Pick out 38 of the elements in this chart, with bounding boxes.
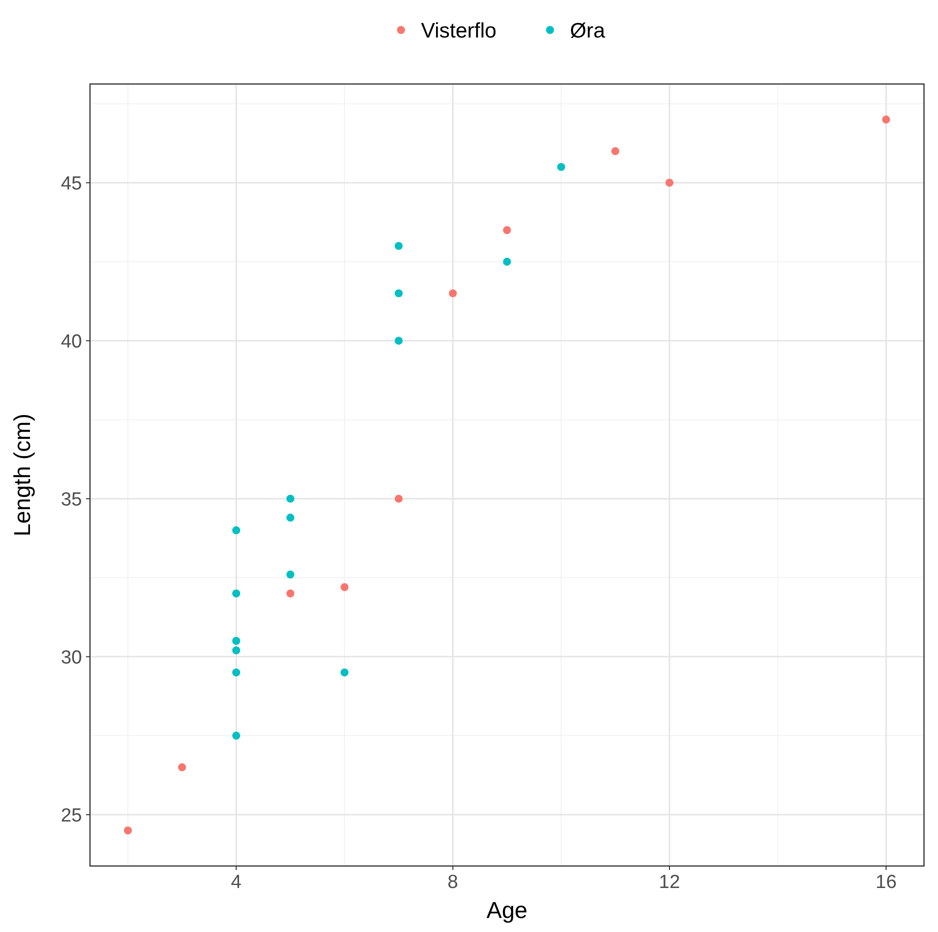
point (394, 289, 403, 298)
point (232, 636, 240, 645)
x-tick-label: 12 (658, 872, 680, 893)
point (611, 147, 620, 156)
y-tick-label: 25 (60, 805, 82, 826)
x-tick-label: 16 (876, 872, 897, 893)
point (557, 162, 566, 171)
point (340, 668, 349, 676)
point (882, 116, 890, 124)
point (340, 583, 349, 592)
point (286, 590, 294, 598)
point (178, 763, 186, 772)
point (394, 242, 403, 250)
legend-label: Øra (570, 19, 606, 42)
point (286, 494, 294, 503)
point (394, 494, 403, 503)
x-axis-title: Age (486, 897, 528, 923)
point (232, 590, 240, 598)
point (286, 514, 294, 522)
y-tick-label: 45 (60, 173, 82, 194)
point (448, 289, 457, 298)
point (286, 570, 294, 579)
y-axis-title: Length (cm) (9, 414, 35, 536)
point (232, 526, 240, 534)
point (232, 668, 240, 676)
x-tick-label: 8 (448, 872, 458, 893)
point (232, 732, 240, 740)
point (503, 226, 511, 234)
y-tick-label: 30 (60, 647, 82, 668)
point (665, 178, 674, 187)
y-tick-label: 40 (60, 331, 82, 352)
legend-label: Visterflo (421, 19, 496, 42)
point (124, 826, 132, 834)
point (232, 646, 240, 654)
y-tick-label: 35 (60, 489, 82, 510)
point (394, 336, 403, 345)
point (503, 258, 511, 266)
x-tick-label: 4 (230, 872, 242, 893)
